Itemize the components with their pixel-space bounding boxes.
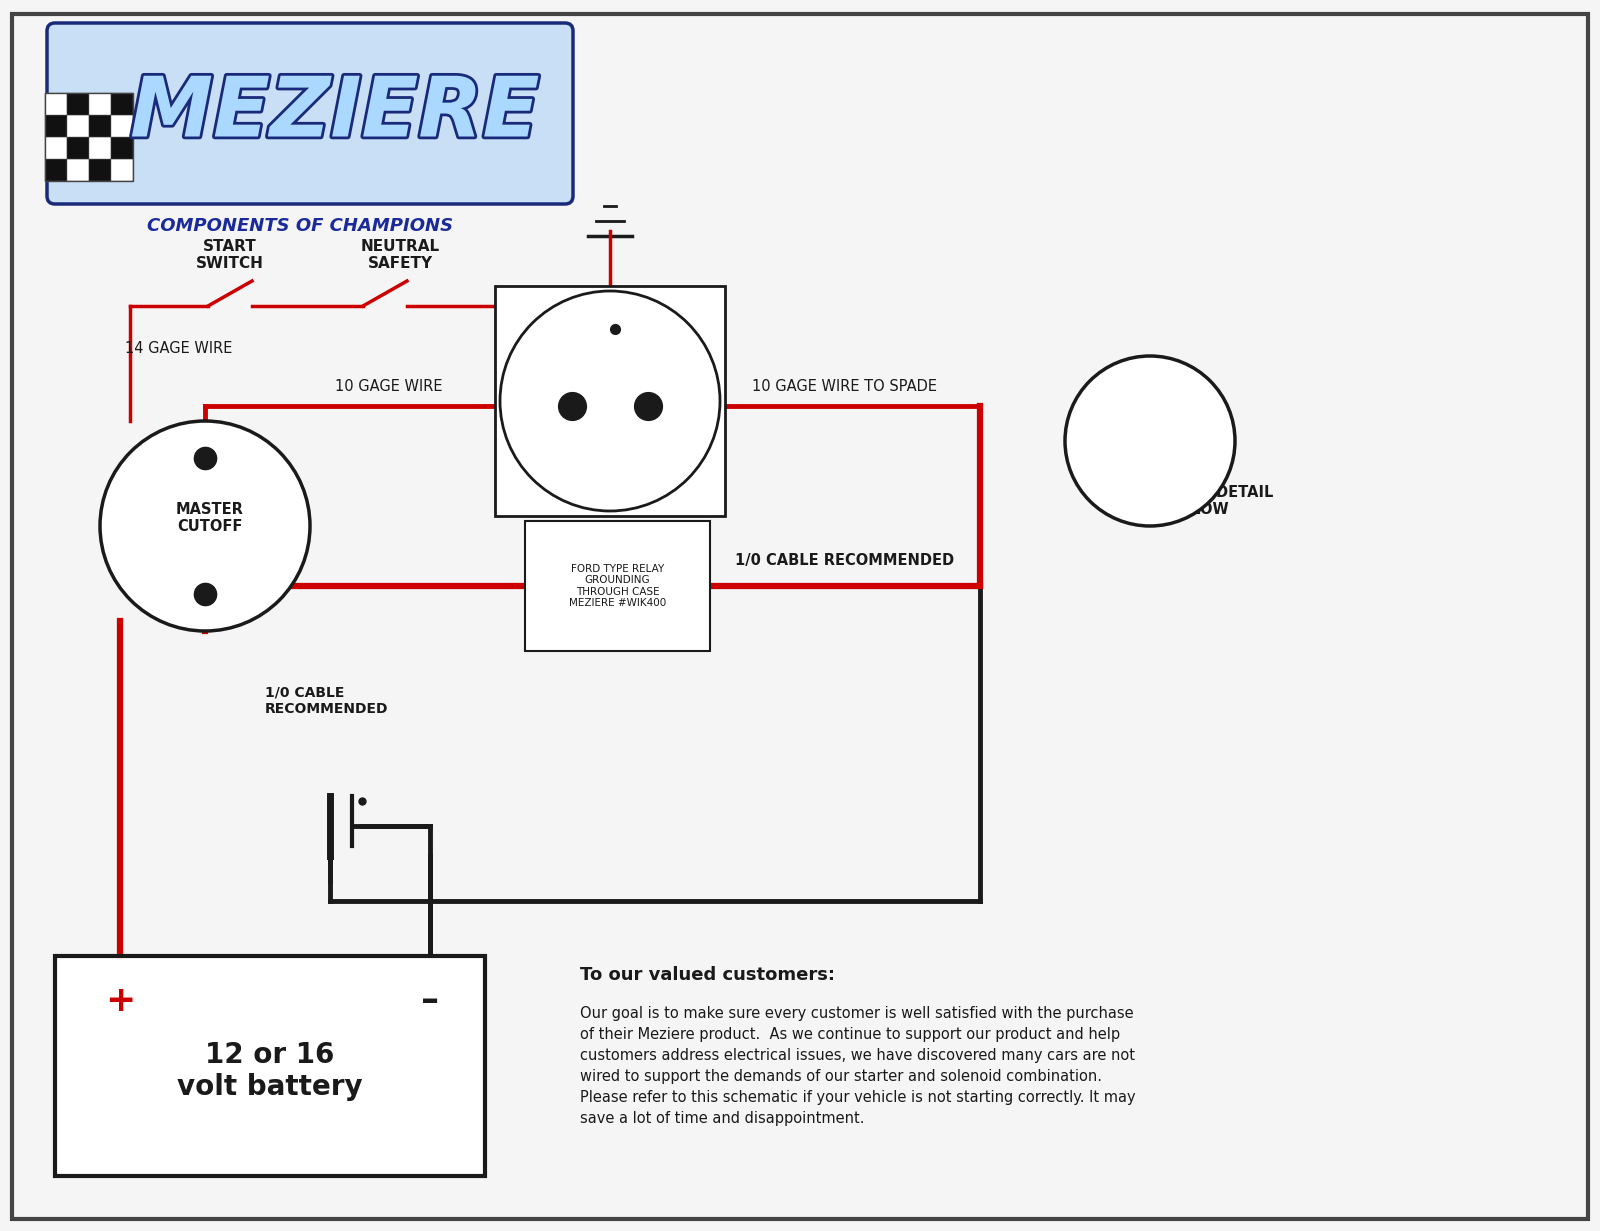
Text: 10 GAGE WIRE TO SPADE: 10 GAGE WIRE TO SPADE [752, 379, 936, 394]
Bar [90, 159, 110, 181]
Circle shape [99, 421, 310, 632]
Bar [45, 159, 67, 181]
Bar [67, 94, 90, 114]
Bar [67, 159, 90, 181]
Text: 10 GAGE WIRE: 10 GAGE WIRE [334, 379, 442, 394]
Circle shape [499, 291, 720, 511]
Bar [90, 114, 110, 137]
Text: NEUTRAL
SAFETY: NEUTRAL SAFETY [360, 239, 440, 271]
FancyBboxPatch shape [46, 23, 573, 204]
Bar [45, 94, 67, 114]
Bar [67, 137, 90, 159]
Text: 14 GAGE WIRE: 14 GAGE WIRE [125, 341, 232, 356]
Circle shape [1066, 356, 1235, 526]
Text: SOLENOID DETAIL
BELOW: SOLENOID DETAIL BELOW [1126, 485, 1274, 517]
Bar [110, 159, 133, 181]
Bar [90, 137, 110, 159]
Bar [45, 137, 67, 159]
Text: Our goal is to make sure every customer is well satisfied with the purchase
of t: Our goal is to make sure every customer … [579, 1006, 1136, 1126]
Text: +: + [106, 984, 134, 1018]
Text: –: – [421, 984, 438, 1018]
Bar [54, 956, 485, 1176]
Bar [90, 94, 110, 114]
Bar [110, 114, 133, 137]
Bar [45, 94, 133, 181]
Text: FORD TYPE RELAY
GROUNDING
THROUGH CASE
MEZIERE #WIK400: FORD TYPE RELAY GROUNDING THROUGH CASE M… [570, 564, 666, 608]
Bar [45, 114, 67, 137]
Text: 12 or 16
volt battery: 12 or 16 volt battery [178, 1040, 363, 1102]
Text: MEZIERE: MEZIERE [130, 73, 539, 154]
Text: START
SWITCH: START SWITCH [197, 239, 264, 271]
Bar [494, 286, 725, 516]
Bar [110, 137, 133, 159]
Text: 1/0 CABLE
RECOMMENDED: 1/0 CABLE RECOMMENDED [266, 686, 389, 716]
Bar [67, 114, 90, 137]
Text: MASTER
CUTOFF: MASTER CUTOFF [176, 502, 243, 534]
Bar [525, 521, 710, 651]
Text: To our valued customers:: To our valued customers: [579, 966, 835, 984]
Text: COMPONENTS OF CHAMPIONS: COMPONENTS OF CHAMPIONS [147, 217, 453, 235]
Bar [110, 94, 133, 114]
Text: 1/0 CABLE RECOMMENDED: 1/0 CABLE RECOMMENDED [736, 553, 955, 567]
